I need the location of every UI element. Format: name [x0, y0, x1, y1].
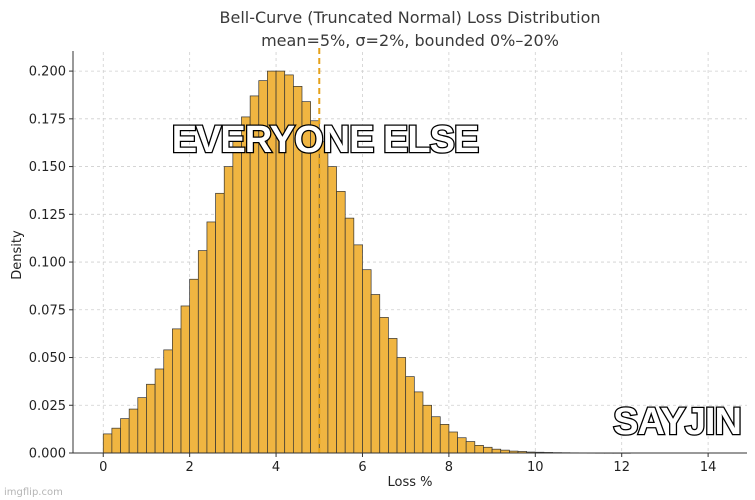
histogram-bar — [405, 376, 415, 454]
histogram-bar — [327, 166, 337, 454]
y-tick-label: 0.175 — [29, 112, 66, 127]
y-tick-label: 0.050 — [29, 351, 66, 366]
y-tick-label: 0.125 — [29, 208, 66, 223]
caption-sayjin: SAYJIN — [613, 401, 741, 443]
histogram-bar — [111, 427, 121, 454]
caption-everyone-else: EVERYONE ELSE — [172, 119, 479, 161]
histogram-bar — [353, 244, 363, 454]
histogram-bar — [215, 192, 225, 454]
histogram-bar — [370, 294, 381, 454]
histogram-bar — [457, 437, 467, 454]
histogram-bar — [465, 441, 476, 454]
histogram-bar — [413, 391, 424, 454]
histogram-bar — [128, 408, 139, 454]
y-tick-label: 0.025 — [29, 399, 66, 414]
histogram-bar — [474, 445, 484, 454]
histogram-bar — [154, 368, 165, 454]
y-tick-label: 0.000 — [29, 447, 66, 462]
x-tick-label: 4 — [272, 460, 280, 475]
x-tick-label: 14 — [700, 460, 717, 475]
y-tick-label: 0.150 — [29, 160, 66, 175]
histogram-bar — [491, 448, 502, 454]
histogram-bar — [336, 191, 346, 454]
axes — [69, 51, 747, 457]
imgflip-watermark: imgflip.com — [4, 487, 63, 498]
y-axis-label: Density — [10, 230, 25, 280]
histogram-bar — [137, 397, 147, 454]
x-tick-label: 8 — [445, 460, 453, 475]
histogram-bar — [102, 433, 113, 454]
tick-labels: 0.000 0.025 0.050 0.075 0.100 0.125 0.150 0.175… — [29, 65, 717, 475]
histogram-bar — [172, 328, 182, 454]
histogram-bar — [396, 357, 407, 454]
histogram-bar — [431, 416, 441, 454]
histogram-bar — [344, 217, 355, 454]
y-tick-label: 0.075 — [29, 303, 66, 318]
chart-title: Bell-Curve (Truncated Normal) Loss Distr… — [220, 8, 601, 27]
histogram-bar — [379, 317, 389, 454]
chart-subtitle: mean=5%, σ=2%, bounded 0%–20% — [261, 31, 559, 50]
histogram-bar — [388, 338, 398, 454]
histogram-bar — [146, 383, 156, 454]
histogram-bar — [422, 404, 432, 454]
histogram-bar — [241, 116, 251, 454]
histogram-bar — [318, 141, 329, 454]
histogram-bar — [310, 120, 320, 454]
histogram-bar — [232, 139, 242, 454]
histogram-bar — [189, 278, 199, 454]
histogram-bar — [120, 418, 130, 454]
y-tick-label: 0.200 — [29, 65, 66, 80]
histogram-bar — [206, 221, 216, 454]
x-tick-label: 10 — [527, 460, 544, 475]
histogram-bar — [448, 431, 458, 454]
histogram-bar — [362, 269, 372, 454]
histogram-bar — [223, 166, 234, 454]
histogram-bar — [439, 424, 450, 454]
histogram-bar — [197, 250, 208, 454]
histogram-bar — [180, 305, 191, 454]
histogram-bar — [483, 446, 493, 454]
x-tick-label: 2 — [186, 460, 194, 475]
x-tick-label: 0 — [99, 460, 107, 475]
histogram-bars — [102, 48, 631, 454]
x-tick-label: 12 — [613, 460, 630, 475]
y-tick-label: 0.100 — [29, 256, 66, 271]
histogram-bar — [163, 349, 173, 454]
x-axis-label: Loss % — [388, 475, 433, 490]
x-tick-label: 6 — [358, 460, 366, 475]
